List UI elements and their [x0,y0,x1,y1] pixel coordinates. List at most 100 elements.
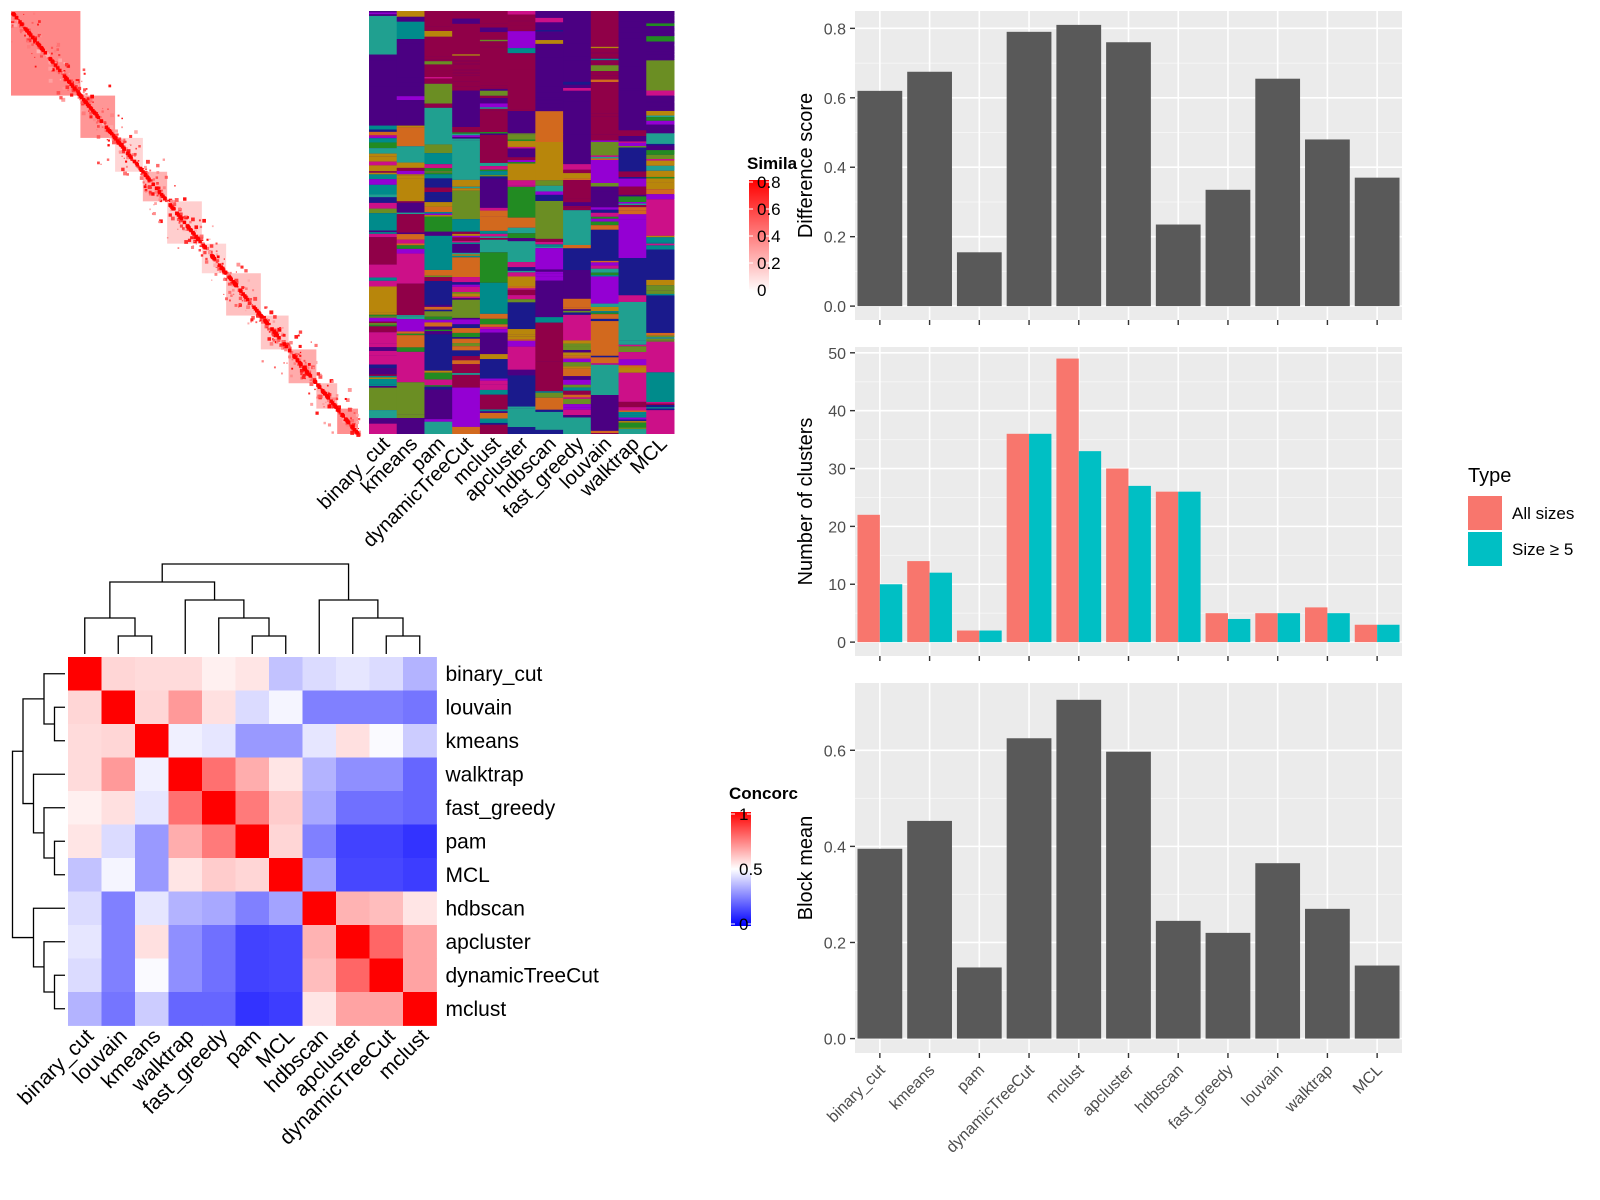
bar-binary_cut-all-sizes [857,514,880,643]
y-tick-label: 0.2 [824,935,846,952]
bar-walktrap-size-ge5 [1327,613,1350,643]
bar-walktrap [1305,139,1350,307]
bar-binary_cut [857,848,903,1039]
concordance-cell [68,724,102,758]
concordance-cell [369,724,404,758]
bar-walktrap-all-sizes [1305,607,1328,643]
concordance-cell [302,891,337,926]
concordance-cell [269,925,303,959]
concordance-cell [336,925,370,959]
concordance-cell [101,958,136,993]
concordance-cell [235,925,270,959]
x-tick-label-pam: pam [954,1062,988,1096]
concordance-cell [302,992,337,1026]
concordance-cell [403,657,437,691]
x-tick-label-apcluster: apcluster [1079,1061,1137,1119]
concordance-cell [101,657,136,691]
bar-dynamicTreeCut [1006,738,1052,1039]
concordance-row-dendrogram [11,673,65,1010]
bar-mclust-all-sizes [1056,358,1079,643]
concordance-cell [101,858,136,892]
concordance-cell [68,925,102,959]
concordance-cell [302,791,337,825]
y-tick-label: 0.0 [824,1032,846,1049]
concordance-cell [269,824,303,859]
bar-fast_greedy-all-sizes [1205,613,1228,643]
concordance-cell [68,690,102,725]
concordance-cell [135,891,169,926]
concordance-cell [302,925,337,959]
y-tick-label: 20 [828,519,846,536]
concordance-cell [135,657,169,691]
concordance-cell [202,724,236,758]
y-tick-label: 0.4 [824,839,846,856]
concordance-cell [302,690,337,725]
x-tick-label-binary_cut: binary_cut [824,1061,889,1126]
concordance-legend: Concorc 10.50 [729,784,798,934]
concordance-cell [403,757,437,792]
bar-apcluster [1106,42,1151,307]
concordance-cell [369,657,404,691]
difference-score-chart: 0.0 0.2 0.4 0.6 0.8 Difference score [795,11,1402,325]
bar-louvain-size-ge5 [1277,613,1301,643]
concordance-cell [369,958,404,993]
bar-hdbscan [1155,224,1201,307]
similarity-legend-title: Simila [747,154,798,173]
concordance-cell [168,858,203,892]
type-legend-label-all-sizes: All sizes [1512,504,1574,523]
bar-pam-all-sizes [956,630,980,643]
bar-pam [956,967,1002,1039]
bar-binary_cut-size-ge5 [879,584,903,643]
x-tick-label-walktrap: walktrap [1281,1062,1336,1117]
concordance-cell [403,791,437,825]
y-tick-label: 0.0 [824,299,846,316]
type-legend-label-size-ge5: Size ≥ 5 [1512,540,1573,559]
concordance-row-label-hdbscan: hdbscan [446,897,525,920]
concordance-cell [235,724,270,758]
concordance-cell [168,657,203,691]
concordance-cell [269,791,303,825]
similarity-legend-tick: 0.6 [757,200,781,219]
bar-MCL-all-sizes [1354,624,1378,643]
x-tick-label-mclust: mclust [1043,1061,1088,1106]
concordance-cell [403,891,437,926]
concordance-cell [68,824,102,859]
block-mean-chart: 0.0 0.2 0.4 0.6 Block mean [795,683,1402,1058]
concordance-cell [168,824,203,859]
concordance-cell [135,791,169,825]
concordance-cell [202,992,236,1026]
y-tick-label: 0 [837,635,846,652]
concordance-cell [101,992,136,1026]
concordance-cell [202,958,236,993]
similarity-legend-tick: 0 [757,281,766,300]
concordance-cell [403,992,437,1026]
bar-walktrap [1305,908,1350,1039]
concordance-row-label-walktrap: walktrap [445,763,524,786]
concordance-cell [101,724,136,758]
concordance-cell [235,657,270,691]
concordance-cell [135,925,169,959]
concordance-cell [302,657,337,691]
concordance-cell [202,791,236,825]
x-tick-label-kmeans: kmeans [887,1062,939,1114]
concordance-column-labels: binary_cutlouvainkmeanswalktrapfast_gree… [14,1024,434,1149]
concordance-row-label-fast_greedy: fast_greedy [446,797,556,820]
concordance-cell [235,791,270,825]
bar-fast_greedy [1205,932,1251,1039]
y-tick-label: 0.8 [824,21,846,38]
concordance-legend-tick: 1 [739,805,748,824]
type-legend-swatch-all-sizes [1468,496,1502,530]
y-tick-label: 0.6 [824,743,846,760]
type-legend-swatch-size-ge5 [1468,532,1502,566]
bar-mclust [1056,699,1102,1039]
concordance-cell [269,757,303,792]
concordance-cell [269,992,303,1026]
number-of-clusters-chart: 0 10 20 30 40 50 Number of clusters [795,346,1402,661]
concordance-legend-tick: 0 [739,915,748,934]
concordance-row-label-dynamicTreeCut: dynamicTreeCut [446,964,599,987]
bar-dynamicTreeCut [1006,31,1052,307]
concordance-cell [235,858,270,892]
concordance-cell [369,925,404,959]
